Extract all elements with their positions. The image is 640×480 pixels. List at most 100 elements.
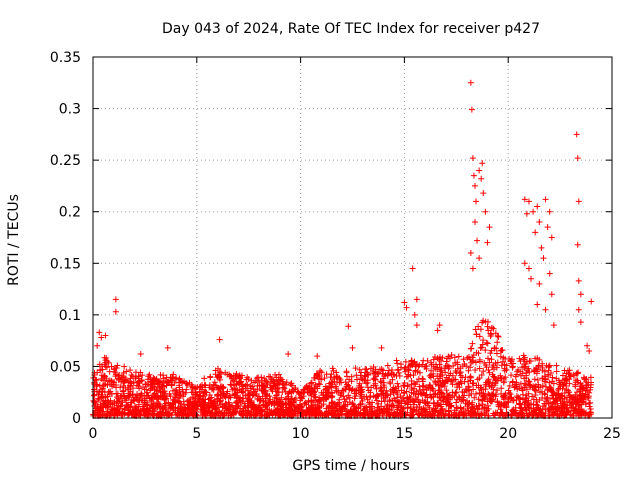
data-point: [354, 376, 361, 383]
data-point: [441, 383, 448, 390]
data-point: [315, 380, 322, 387]
data-point-outlier: [411, 311, 418, 318]
data-point: [389, 401, 396, 408]
data-point: [401, 398, 408, 405]
data-point: [323, 395, 330, 402]
data-point: [104, 358, 111, 365]
data-point: [138, 397, 145, 404]
data-point: [237, 394, 244, 401]
data-point: [278, 407, 285, 414]
data-point: [491, 345, 498, 352]
data-point-outlier: [409, 265, 416, 272]
data-point: [98, 363, 105, 370]
data-point: [470, 386, 477, 393]
data-point: [324, 392, 331, 399]
data-point: [586, 400, 593, 407]
data-point: [434, 378, 441, 385]
data-point: [498, 385, 505, 392]
data-point: [347, 407, 354, 414]
data-point: [329, 365, 336, 372]
data-point: [447, 402, 454, 409]
data-point: [118, 374, 125, 381]
data-point: [149, 405, 156, 412]
data-point: [536, 396, 543, 403]
data-point: [265, 373, 272, 380]
data-point: [102, 380, 109, 387]
data-point: [270, 408, 277, 415]
data-point: [97, 401, 104, 408]
data-point: [98, 392, 105, 399]
data-point: [110, 368, 117, 375]
data-point: [416, 410, 423, 417]
data-point: [254, 382, 261, 389]
data-point: [325, 389, 332, 396]
data-point-outlier: [469, 265, 476, 272]
data-point: [194, 392, 201, 399]
data-point: [323, 410, 330, 417]
data-point: [520, 391, 527, 398]
data-point: [380, 375, 387, 382]
data-point: [258, 406, 265, 413]
data-point: [258, 387, 265, 394]
data-point: [245, 407, 252, 414]
data-point: [314, 410, 321, 417]
data-point: [429, 386, 436, 393]
data-point: [134, 379, 141, 386]
data-point: [481, 405, 488, 412]
data-point: [353, 405, 360, 412]
data-point: [116, 405, 123, 412]
data-point: [405, 373, 412, 380]
data-point: [443, 387, 450, 394]
data-point: [167, 404, 174, 411]
data-point: [181, 406, 188, 413]
data-point-outlier: [470, 172, 477, 179]
data-point: [189, 411, 196, 418]
data-point: [237, 378, 244, 385]
data-point: [389, 386, 396, 393]
data-point: [401, 380, 408, 387]
data-point: [196, 389, 203, 396]
data-point: [487, 350, 494, 357]
data-point: [410, 372, 417, 379]
data-point: [517, 380, 524, 387]
data-point: [249, 383, 256, 390]
data-point: [142, 381, 149, 388]
data-point: [587, 374, 594, 381]
data-point: [445, 365, 452, 372]
data-point: [123, 377, 130, 384]
data-point: [402, 358, 409, 365]
data-point: [379, 411, 386, 418]
data-point: [396, 373, 403, 380]
data-point: [485, 327, 492, 334]
data-point: [357, 372, 364, 379]
data-point: [136, 378, 143, 385]
data-point: [408, 412, 415, 419]
data-point-outlier: [530, 208, 537, 215]
data-point: [306, 383, 313, 390]
data-point: [473, 331, 480, 338]
data-point: [411, 399, 418, 406]
data-point: [580, 396, 587, 403]
data-point: [459, 363, 466, 370]
data-point: [327, 374, 334, 381]
data-point: [273, 406, 280, 413]
data-point: [532, 387, 539, 394]
data-point: [419, 382, 426, 389]
data-point-outlier: [574, 241, 581, 248]
data-point: [150, 391, 157, 398]
data-point: [432, 407, 439, 414]
data-point: [185, 405, 192, 412]
data-point: [478, 386, 485, 393]
data-point: [476, 333, 483, 340]
data-point: [298, 394, 305, 401]
data-point: [153, 376, 160, 383]
data-point: [130, 379, 137, 386]
data-point: [507, 391, 514, 398]
data-point-outlier: [577, 319, 584, 326]
data-point: [408, 357, 415, 364]
data-point: [157, 404, 164, 411]
data-point: [120, 388, 127, 395]
data-point: [436, 356, 443, 363]
data-point-outlier: [413, 296, 420, 303]
data-point: [130, 392, 137, 399]
